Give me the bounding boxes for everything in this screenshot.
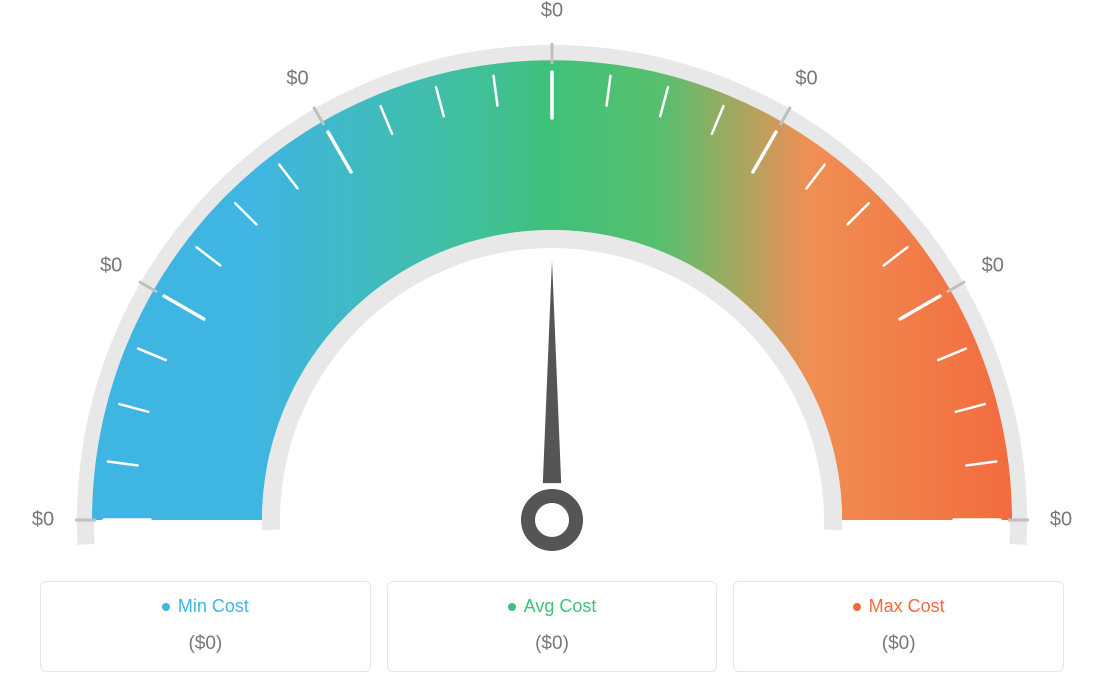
legend-card-min: Min Cost ($0) [40,581,371,672]
legend-value-min: ($0) [51,633,360,655]
gauge-tick-label: $0 [32,509,54,532]
legend-title-max: Max Cost [853,596,945,617]
legend-dot-min [162,603,170,611]
legend-value-avg: ($0) [398,633,707,655]
gauge-tick-label: $0 [1050,509,1072,532]
gauge-tick-label: $0 [100,254,122,277]
cost-gauge-widget: $0 $0 $0 $0 $0 $0 $0 Min Cost ($0) Avg Cost ($… [0,0,1104,690]
gauge-tick-label: $0 [286,68,308,91]
gauge-tick-label: $0 [541,0,563,23]
gauge-tick-label: $0 [795,68,817,91]
gauge-svg [0,0,1104,560]
legend-dot-max [853,603,861,611]
legend-row: Min Cost ($0) Avg Cost ($0) Max Cost ($0… [40,581,1064,672]
gauge-chart: $0 $0 $0 $0 $0 $0 $0 [0,0,1104,560]
gauge-tick-label: $0 [982,254,1004,277]
legend-card-avg: Avg Cost ($0) [387,581,718,672]
legend-label-min: Min Cost [178,596,249,617]
legend-title-min: Min Cost [162,596,249,617]
legend-dot-avg [508,603,516,611]
legend-label-max: Max Cost [869,596,945,617]
legend-title-avg: Avg Cost [508,596,597,617]
legend-value-max: ($0) [744,633,1053,655]
legend-label-avg: Avg Cost [524,596,597,617]
legend-card-max: Max Cost ($0) [733,581,1064,672]
